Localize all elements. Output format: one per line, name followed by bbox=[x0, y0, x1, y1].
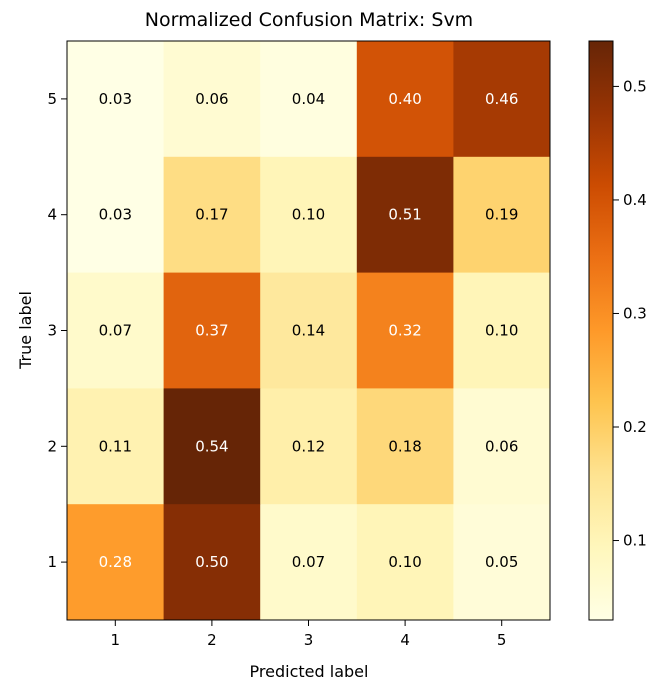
heatmap-cell bbox=[163, 504, 261, 621]
cell-value-label: 0.10 bbox=[388, 553, 421, 571]
y-tick-label: 3 bbox=[47, 322, 57, 340]
cell-value-label: 0.40 bbox=[388, 90, 421, 108]
cell-value-label: 0.18 bbox=[388, 437, 421, 455]
heatmap-cell bbox=[356, 388, 454, 505]
heatmap-cells: 0.03 0.06 0.04 0.40 0.46 0.03 0.17 0.10 0.51 0.19… bbox=[67, 41, 551, 621]
x-tick-label: 4 bbox=[400, 631, 410, 649]
heatmap-cell bbox=[163, 388, 261, 505]
cell-value-label: 0.51 bbox=[388, 206, 421, 224]
cell-value-label: 0.46 bbox=[485, 90, 518, 108]
colorbar bbox=[588, 40, 614, 621]
cell-value-label: 0.12 bbox=[292, 437, 325, 455]
heatmap-cell bbox=[453, 272, 551, 389]
heatmap-cell bbox=[260, 41, 358, 158]
cell-value-label: 0.28 bbox=[99, 553, 132, 571]
x-tick-label: 3 bbox=[304, 631, 314, 649]
heatmap-cell bbox=[356, 272, 454, 389]
heatmap-cell bbox=[260, 156, 358, 274]
y-tick-label: 5 bbox=[47, 90, 57, 108]
heatmap-cell bbox=[67, 156, 165, 274]
cell-value-label: 0.07 bbox=[292, 553, 325, 571]
heatmap-cell bbox=[260, 504, 358, 621]
cell-value-label: 0.14 bbox=[292, 322, 325, 340]
colorbar-tick-label: 0.3 bbox=[623, 304, 647, 322]
heatmap-cell bbox=[260, 388, 358, 505]
colorbar-tick-label: 0.2 bbox=[623, 418, 647, 436]
cell-value-label: 0.10 bbox=[485, 322, 518, 340]
colorbar-tick-label: 0.1 bbox=[623, 532, 647, 550]
heatmap-cell bbox=[163, 272, 261, 389]
x-tick-label: 1 bbox=[111, 631, 121, 649]
heatmap-cell bbox=[356, 504, 454, 621]
heatmap-cell bbox=[67, 41, 165, 158]
y-tick-label: 1 bbox=[47, 553, 57, 571]
cell-value-label: 0.17 bbox=[195, 206, 228, 224]
heatmap-cell bbox=[453, 41, 551, 158]
heatmap-cell bbox=[260, 272, 358, 389]
heatmap-cell bbox=[453, 504, 551, 621]
chart-title: Normalized Confusion Matrix: Svm bbox=[145, 9, 473, 31]
cell-value-label: 0.06 bbox=[485, 437, 518, 455]
heatmap-cell bbox=[453, 388, 551, 505]
cell-value-label: 0.11 bbox=[99, 437, 132, 455]
x-axis-ticks: 1 2 3 4 5 bbox=[111, 620, 507, 649]
cell-value-label: 0.54 bbox=[195, 437, 228, 455]
cell-value-label: 0.06 bbox=[195, 90, 228, 108]
colorbar-tick-label: 0.4 bbox=[623, 191, 647, 209]
cell-value-label: 0.32 bbox=[388, 322, 421, 340]
y-tick-label: 4 bbox=[47, 206, 57, 224]
x-axis-label: Predicted label bbox=[250, 662, 369, 681]
heatmap-cell bbox=[163, 41, 261, 158]
heatmap-cell bbox=[163, 156, 261, 274]
cell-value-label: 0.03 bbox=[99, 90, 132, 108]
heatmap-cell bbox=[67, 504, 165, 621]
cell-value-label: 0.04 bbox=[292, 90, 325, 108]
y-axis-ticks: 5 4 3 2 1 bbox=[47, 90, 67, 571]
heatmap-cell bbox=[67, 388, 165, 505]
heatmap-cell bbox=[453, 156, 551, 274]
cell-value-label: 0.07 bbox=[99, 322, 132, 340]
x-tick-label: 5 bbox=[497, 631, 507, 649]
cell-value-label: 0.03 bbox=[99, 206, 132, 224]
colorbar-ticks: 0.1 0.2 0.3 0.4 0.5 bbox=[613, 77, 647, 550]
y-axis-label: True label bbox=[16, 291, 35, 370]
cell-value-label: 0.10 bbox=[292, 206, 325, 224]
heatmap-cell bbox=[67, 272, 165, 389]
y-tick-label: 2 bbox=[47, 437, 57, 455]
cell-value-label: 0.19 bbox=[485, 206, 518, 224]
x-tick-label: 2 bbox=[207, 631, 217, 649]
cell-value-label: 0.50 bbox=[195, 553, 228, 571]
heatmap-cell bbox=[356, 41, 454, 158]
cell-value-label: 0.05 bbox=[485, 553, 518, 571]
colorbar-tick-label: 0.5 bbox=[623, 77, 647, 95]
cell-value-label: 0.37 bbox=[195, 322, 228, 340]
heatmap-cell bbox=[356, 156, 454, 274]
